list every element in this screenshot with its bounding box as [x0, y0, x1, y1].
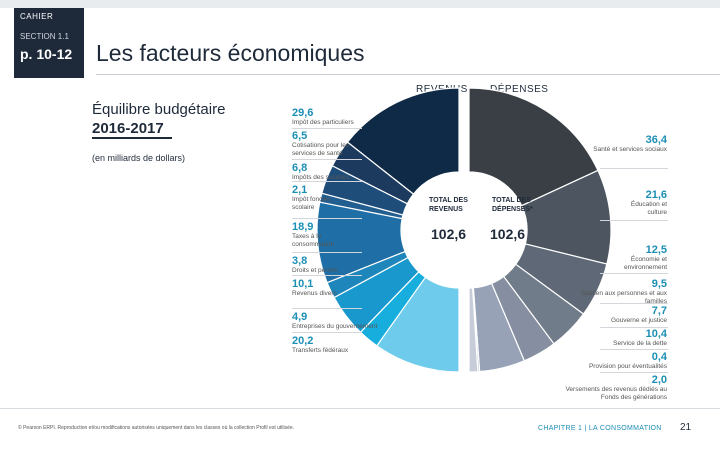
dep-value: 9,5: [651, 278, 667, 290]
rev-text: Impôts des sociétés: [292, 174, 350, 181]
rev-label-taxes-consommation: 18,9 Taxes à la consommation: [292, 221, 347, 248]
rev-value: 6,5: [292, 130, 308, 142]
rev-value: 3,8: [292, 255, 308, 267]
label-rule: [600, 303, 668, 304]
cahier-label: CAHIER: [20, 12, 54, 21]
rev-value: 10,1: [292, 278, 314, 290]
total-revenus-value: 102,6: [431, 226, 467, 242]
title-underline: [92, 137, 172, 139]
section-label: SECTION 1.1: [20, 32, 69, 41]
footer-copyright: © Pearson ERPI. Reproduction et/ou modif…: [18, 425, 295, 431]
label-rule: [600, 372, 668, 373]
page-number: 21: [680, 422, 692, 433]
dep-value: 0,4: [651, 351, 667, 363]
rev-text: Entreprises du gouvernement: [292, 323, 378, 330]
revenus-slice-8: [376, 276, 460, 373]
rev-label-revenus-divers: 10,1 Revenus divers: [292, 278, 364, 298]
header-divider: [96, 74, 720, 75]
units-note: (en milliards de dollars): [92, 153, 186, 163]
label-rule: [292, 218, 362, 219]
rev-text: Transferts fédéraux: [292, 347, 349, 354]
rev-label-droits-permis: 3,8 Droits et permis: [292, 255, 364, 275]
footer-chapter: CHAPITRE 1 | LA CONSOMMATION: [538, 425, 662, 432]
dep-text: Soutien aux personnes et aux familles: [580, 290, 667, 305]
revenus-slices: [316, 87, 460, 373]
section-tab: CAHIER SECTION 1.1 p. 10-12: [14, 8, 84, 78]
total-revenus-label-line1: TOTAL DES: [429, 197, 468, 204]
label-rule: [600, 168, 668, 169]
dep-label-soutien: 9,5 Soutien aux personnes et aux famille…: [567, 278, 667, 305]
rev-text: Droits et permis: [292, 267, 338, 274]
rev-text: Revenus divers: [292, 290, 337, 297]
dep-value: 21,6: [645, 189, 667, 201]
rev-label-impot-foncier: 2,1 Impôt foncier scolaire: [292, 184, 342, 211]
depenses-slices: [468, 87, 612, 373]
dep-label-economie: 12,5 Économie et environnement: [602, 244, 667, 271]
dep-text: Provision pour éventualités: [588, 363, 667, 370]
dep-label-sante: 36,4 Santé et services sociaux: [592, 134, 667, 154]
label-rule: [600, 327, 668, 328]
dep-label-dette: 10,4 Service de la dette: [587, 328, 667, 348]
dep-text: Gouverne et justice: [610, 317, 667, 324]
rev-label-cotisations: 6,5 Cotisations pour les services de san…: [292, 130, 364, 157]
depenses-slice-0: [468, 87, 599, 207]
dep-value: 12,5: [645, 244, 667, 256]
dep-text: Service de la dette: [613, 340, 667, 347]
rev-text: Impôt foncier scolaire: [292, 196, 330, 211]
top-band: [0, 0, 720, 8]
dep-text: Versements des revenus dédiés au Fonds d…: [565, 386, 667, 401]
label-rule: [600, 220, 668, 221]
dep-label-gouverne: 7,7 Gouverne et justice: [587, 305, 667, 325]
dep-label-education: 21,6 Éducation et culture: [617, 189, 667, 216]
rev-label-transferts-federaux: 20,2 Transferts fédéraux: [292, 335, 372, 355]
label-rule: [600, 349, 668, 350]
rev-value: 29,6: [292, 107, 314, 119]
total-depenses-label: TOTAL DES DÉPENSES*: [492, 197, 533, 214]
rev-label-entreprises-gouvernement: 4,9 Entreprises du gouvernement: [292, 311, 392, 331]
dep-value: 2,0: [651, 374, 667, 386]
chart-title-years: 2016-2017: [92, 120, 164, 137]
label-rule: [292, 252, 362, 253]
rev-value: 6,8: [292, 162, 308, 174]
chart-title: Équilibre budgétaire 2016-2017: [92, 100, 225, 138]
dep-value: 36,4: [645, 134, 667, 146]
depenses-slice-7: [468, 287, 479, 373]
total-revenus-label: TOTAL DES REVENUS: [429, 197, 468, 214]
rev-text: Taxes à la consommation: [292, 233, 335, 248]
total-depenses-label-line2: DÉPENSES*: [492, 205, 533, 213]
total-revenus-label-line2: REVENUS: [429, 205, 463, 213]
rev-label-impot-particuliers: 29,6 Impôt des particuliers: [292, 107, 372, 127]
footer-divider: [0, 408, 720, 409]
rev-label-impots-societes: 6,8 Impôts des sociétés: [292, 162, 367, 182]
dep-text: Éducation et culture: [630, 201, 667, 216]
label-rule: [292, 128, 362, 129]
label-rule: [292, 308, 362, 309]
dep-label-fonds-generations: 2,0 Versements des revenus dédiés au Fon…: [557, 374, 667, 401]
dep-text: Économie et environnement: [624, 256, 667, 271]
total-depenses-label-line1: TOTAL DES: [492, 197, 531, 204]
depenses-heading: DÉPENSES: [490, 84, 549, 95]
rev-value: 2,1: [292, 184, 308, 196]
label-rule: [292, 332, 362, 333]
total-depenses-value: 102,6: [490, 226, 526, 242]
label-rule: [600, 273, 668, 274]
label-rule: [292, 181, 362, 182]
dep-value: 10,4: [645, 328, 667, 340]
page-range: p. 10-12: [20, 46, 73, 62]
page-title: Les facteurs économiques: [96, 40, 365, 66]
chart-title-text: Équilibre budgétaire: [92, 101, 226, 118]
label-rule: [292, 275, 362, 276]
label-rule: [292, 159, 362, 160]
dep-value: 7,7: [651, 305, 667, 317]
rev-text: Cotisations pour les services de santé: [292, 142, 350, 157]
dep-text: Santé et services sociaux: [593, 146, 667, 153]
rev-text: Impôt des particuliers: [292, 119, 354, 126]
dep-label-provision: 0,4 Provision pour éventualités: [567, 351, 667, 371]
rev-value: 20,2: [292, 335, 314, 347]
rev-value: 18,9: [292, 221, 314, 233]
rev-value: 4,9: [292, 311, 308, 323]
